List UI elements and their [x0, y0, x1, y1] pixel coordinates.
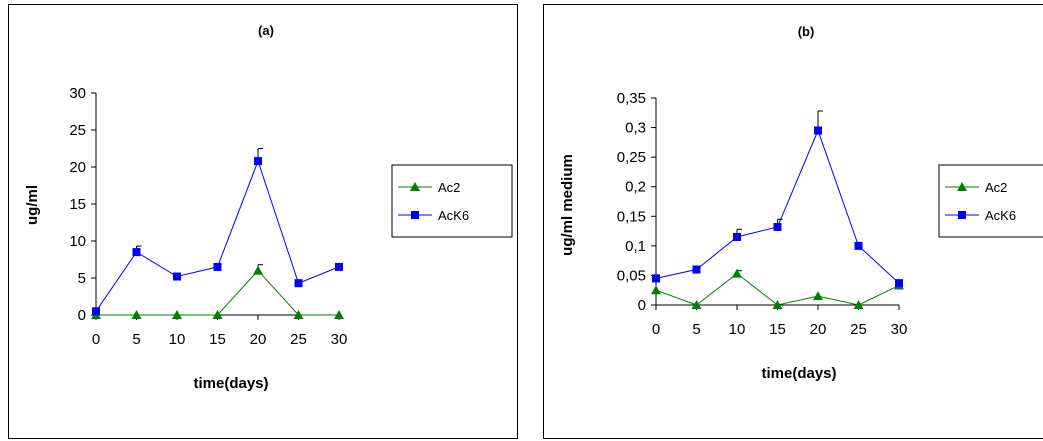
y-tick-label: 0,3	[625, 120, 646, 137]
data-point-ac2	[334, 310, 344, 319]
y-tick-label: 0,25	[617, 149, 646, 166]
y-tick-label: 10	[69, 233, 86, 250]
data-point-ack6	[132, 248, 141, 257]
data-point-ac2	[813, 291, 823, 301]
data-point-ack6	[652, 274, 660, 283]
data-point-ack6	[213, 262, 222, 271]
data-point-ac2	[293, 310, 304, 319]
data-point-ac2	[253, 265, 263, 275]
x-tick-label: 20	[810, 321, 827, 338]
data-point-ac2	[772, 300, 783, 309]
data-point-ack6	[854, 241, 863, 250]
data-point-ac2	[172, 310, 182, 319]
y-tick-label: 0,15	[617, 208, 646, 225]
legend-marker	[957, 182, 967, 191]
data-point-ack6	[335, 262, 343, 271]
chart-a-svg: (a) time(days) ug/ml 0 5 10 15 20 25 30 0 5 10 15 20 25…	[24, 23, 513, 392]
series-line-ack6	[95, 159, 340, 312]
data-point-ac2	[212, 310, 223, 319]
data-point-ack6	[895, 279, 903, 288]
chart-title: (b)	[798, 24, 815, 39]
chart-panel-b: (b) time(days) ug/ml medium 0 0,05 0,1 0,15 0,2…	[543, 4, 1043, 439]
x-tick-label: 30	[331, 331, 348, 348]
y-tick-label: 0,35	[617, 90, 646, 107]
y-tick-label: 15	[69, 196, 86, 213]
data-point-ack6	[692, 265, 701, 274]
y-tick-label: 0	[638, 297, 646, 314]
data-point-ac2	[853, 300, 864, 309]
y-axis-label: ug/ml medium	[559, 154, 576, 256]
series-line-ac2	[96, 269, 339, 316]
data-point-ack6	[733, 232, 741, 241]
x-tick-label: 25	[850, 321, 867, 338]
legend-marker	[958, 211, 966, 219]
y-axis-label: ug/ml	[24, 185, 41, 225]
legend-box	[391, 164, 513, 238]
x-axis-label: time(days)	[761, 365, 836, 382]
data-point-ack6	[92, 307, 100, 316]
data-point-ack6	[814, 126, 822, 135]
x-tick-label: 0	[652, 321, 660, 338]
legend-marker	[411, 211, 419, 219]
y-tick-label: 0,1	[625, 238, 646, 255]
y-tick-label: 25	[69, 122, 86, 139]
y-tick-label: 0,2	[625, 179, 646, 196]
y-tick-label: 20	[69, 159, 86, 176]
y-tick-label: 5	[78, 270, 86, 287]
data-point-ac2	[131, 310, 142, 319]
x-tick-label: 25	[290, 331, 307, 348]
legend-label-ac2: Ac2	[985, 180, 1007, 195]
x-tick-label: 0	[92, 331, 100, 348]
y-tick-label: 0	[78, 307, 86, 324]
x-tick-label: 30	[891, 321, 908, 338]
chart-panel-a: (a) time(days) ug/ml 0 5 10 15 20 25 30 0 5 10 15 20 25…	[8, 4, 518, 439]
series-line-ack6	[655, 129, 900, 284]
data-point-ac2	[691, 300, 702, 309]
x-tick-label: 10	[169, 331, 186, 348]
x-tick-label: 20	[250, 331, 267, 348]
data-point-ack6	[254, 157, 262, 166]
x-axis-label: time(days)	[193, 375, 268, 392]
data-point-ack6	[173, 272, 181, 281]
legend-marker	[410, 182, 420, 191]
x-tick-label: 5	[132, 331, 140, 348]
x-tick-label: 15	[209, 331, 226, 348]
legend-label-ack6: AcK6	[438, 208, 469, 223]
legend-box	[938, 164, 1043, 238]
chart-title: (a)	[258, 23, 274, 38]
x-tick-label: 15	[769, 321, 786, 338]
legend-label-ack6: AcK6	[985, 208, 1016, 223]
x-tick-label: 10	[729, 321, 746, 338]
data-point-ac2	[651, 285, 661, 295]
y-tick-label: 0,05	[617, 267, 646, 284]
chart-b-svg: (b) time(days) ug/ml medium 0 0,05 0,1 0,15 0,2…	[559, 24, 1043, 382]
x-tick-label: 5	[692, 321, 700, 338]
data-point-ac2	[732, 268, 742, 278]
legend-label-ac2: Ac2	[438, 180, 460, 195]
data-point-ack6	[294, 279, 303, 288]
y-tick-label: 30	[69, 85, 86, 102]
data-point-ack6	[773, 222, 782, 231]
